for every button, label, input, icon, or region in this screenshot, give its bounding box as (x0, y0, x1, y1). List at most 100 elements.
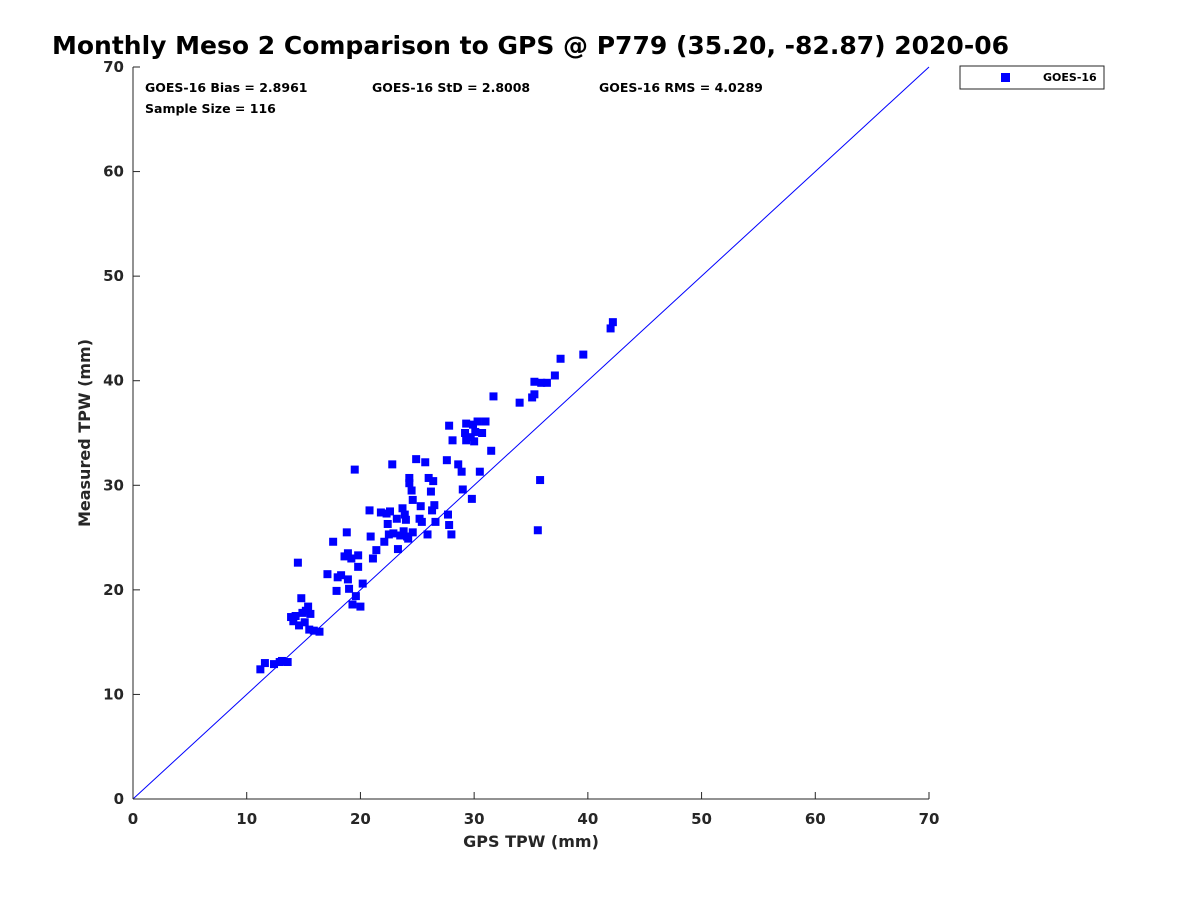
data-point (337, 571, 346, 580)
y-tick-label: 10 (103, 685, 124, 703)
data-point (354, 562, 363, 571)
x-axis-label: GPS TPW (mm) (463, 832, 599, 851)
x-tick-label: 0 (128, 810, 138, 828)
data-point (401, 515, 410, 524)
data-point (606, 324, 615, 333)
y-tick-label: 0 (114, 790, 124, 808)
x-axis-ticks: 0 10 20 30 40 50 60 70 (128, 792, 939, 828)
data-point (608, 318, 617, 327)
data-point (471, 427, 480, 436)
data-point (447, 530, 456, 539)
data-point (515, 398, 524, 407)
data-point (392, 514, 401, 523)
data-point (304, 602, 313, 611)
data-point (384, 530, 393, 539)
data-point (356, 602, 365, 611)
data-point (295, 621, 304, 630)
data-point (408, 528, 417, 537)
data-point (537, 378, 546, 387)
chart-title: Monthly Meso 2 Comparison to GPS @ P779 … (52, 31, 1009, 60)
data-point (332, 586, 341, 595)
data-point (260, 659, 269, 668)
data-point (445, 521, 454, 530)
data-point (407, 486, 416, 495)
x-tick-label: 10 (236, 810, 257, 828)
data-point (475, 467, 484, 476)
data-point (354, 551, 363, 560)
data-point (556, 354, 565, 363)
data-point (388, 460, 397, 469)
stats-annotations: GOES-16 Bias = 2.8961 GOES-16 StD = 2.80… (145, 80, 763, 116)
data-point (343, 575, 352, 584)
data-point (380, 537, 389, 546)
data-point (405, 479, 414, 488)
data-point (306, 609, 315, 618)
data-point (533, 526, 542, 535)
y-tick-label: 40 (103, 372, 124, 390)
y-tick-label: 60 (103, 163, 124, 181)
x-tick-label: 40 (577, 810, 598, 828)
data-point (389, 529, 398, 538)
data-point (301, 606, 310, 615)
data-point (530, 377, 539, 386)
data-point (428, 506, 437, 515)
data-point (445, 421, 454, 430)
data-point (399, 527, 408, 536)
data-point (347, 554, 356, 563)
rms-annotation: GOES-16 RMS = 4.0289 (599, 80, 763, 95)
data-point (579, 350, 588, 359)
data-point (383, 519, 392, 528)
data-point (393, 545, 402, 554)
data-point (297, 594, 306, 603)
data-point (429, 477, 438, 486)
data-point (454, 460, 463, 469)
data-point (309, 626, 318, 635)
y-tick-label: 70 (103, 58, 124, 76)
data-point (400, 510, 409, 519)
x-tick-label: 60 (805, 810, 826, 828)
data-point (530, 390, 539, 399)
data-point (289, 617, 298, 626)
data-point (408, 495, 417, 504)
data-point (348, 600, 357, 609)
data-point (287, 613, 296, 622)
data-point (293, 558, 302, 567)
data-point (550, 371, 559, 380)
data-point (372, 546, 381, 555)
data-point (431, 517, 440, 526)
data-point (315, 627, 324, 636)
data-point (442, 456, 451, 465)
one-to-one-line (132, 66, 930, 800)
data-points-layer (256, 318, 617, 674)
y-tick-label: 50 (103, 267, 124, 285)
data-point (426, 487, 435, 496)
data-point (351, 592, 360, 601)
x-tick-label: 50 (691, 810, 712, 828)
data-point (466, 433, 475, 442)
sample-size-annotation: Sample Size = 116 (145, 101, 276, 116)
data-point (469, 420, 478, 429)
data-point (368, 554, 377, 563)
std-annotation: GOES-16 StD = 2.8008 (372, 80, 530, 95)
data-point (270, 660, 279, 669)
data-point (350, 465, 359, 474)
data-point (305, 625, 314, 634)
data-point (345, 584, 354, 593)
data-point (461, 429, 470, 437)
x-tick-label: 20 (350, 810, 371, 828)
data-point (430, 501, 439, 510)
data-point (404, 534, 413, 543)
data-point (458, 485, 467, 494)
data-point (412, 455, 421, 464)
data-point (457, 467, 466, 476)
data-point (478, 429, 487, 437)
data-point (365, 506, 374, 515)
data-point (481, 417, 490, 426)
data-point (462, 419, 471, 428)
legend-box (959, 65, 1105, 90)
data-point (487, 446, 496, 455)
reference-line-layer (132, 66, 930, 800)
y-axis-ticks: 0 10 20 30 40 50 60 70 (103, 58, 140, 808)
data-point (300, 618, 309, 627)
